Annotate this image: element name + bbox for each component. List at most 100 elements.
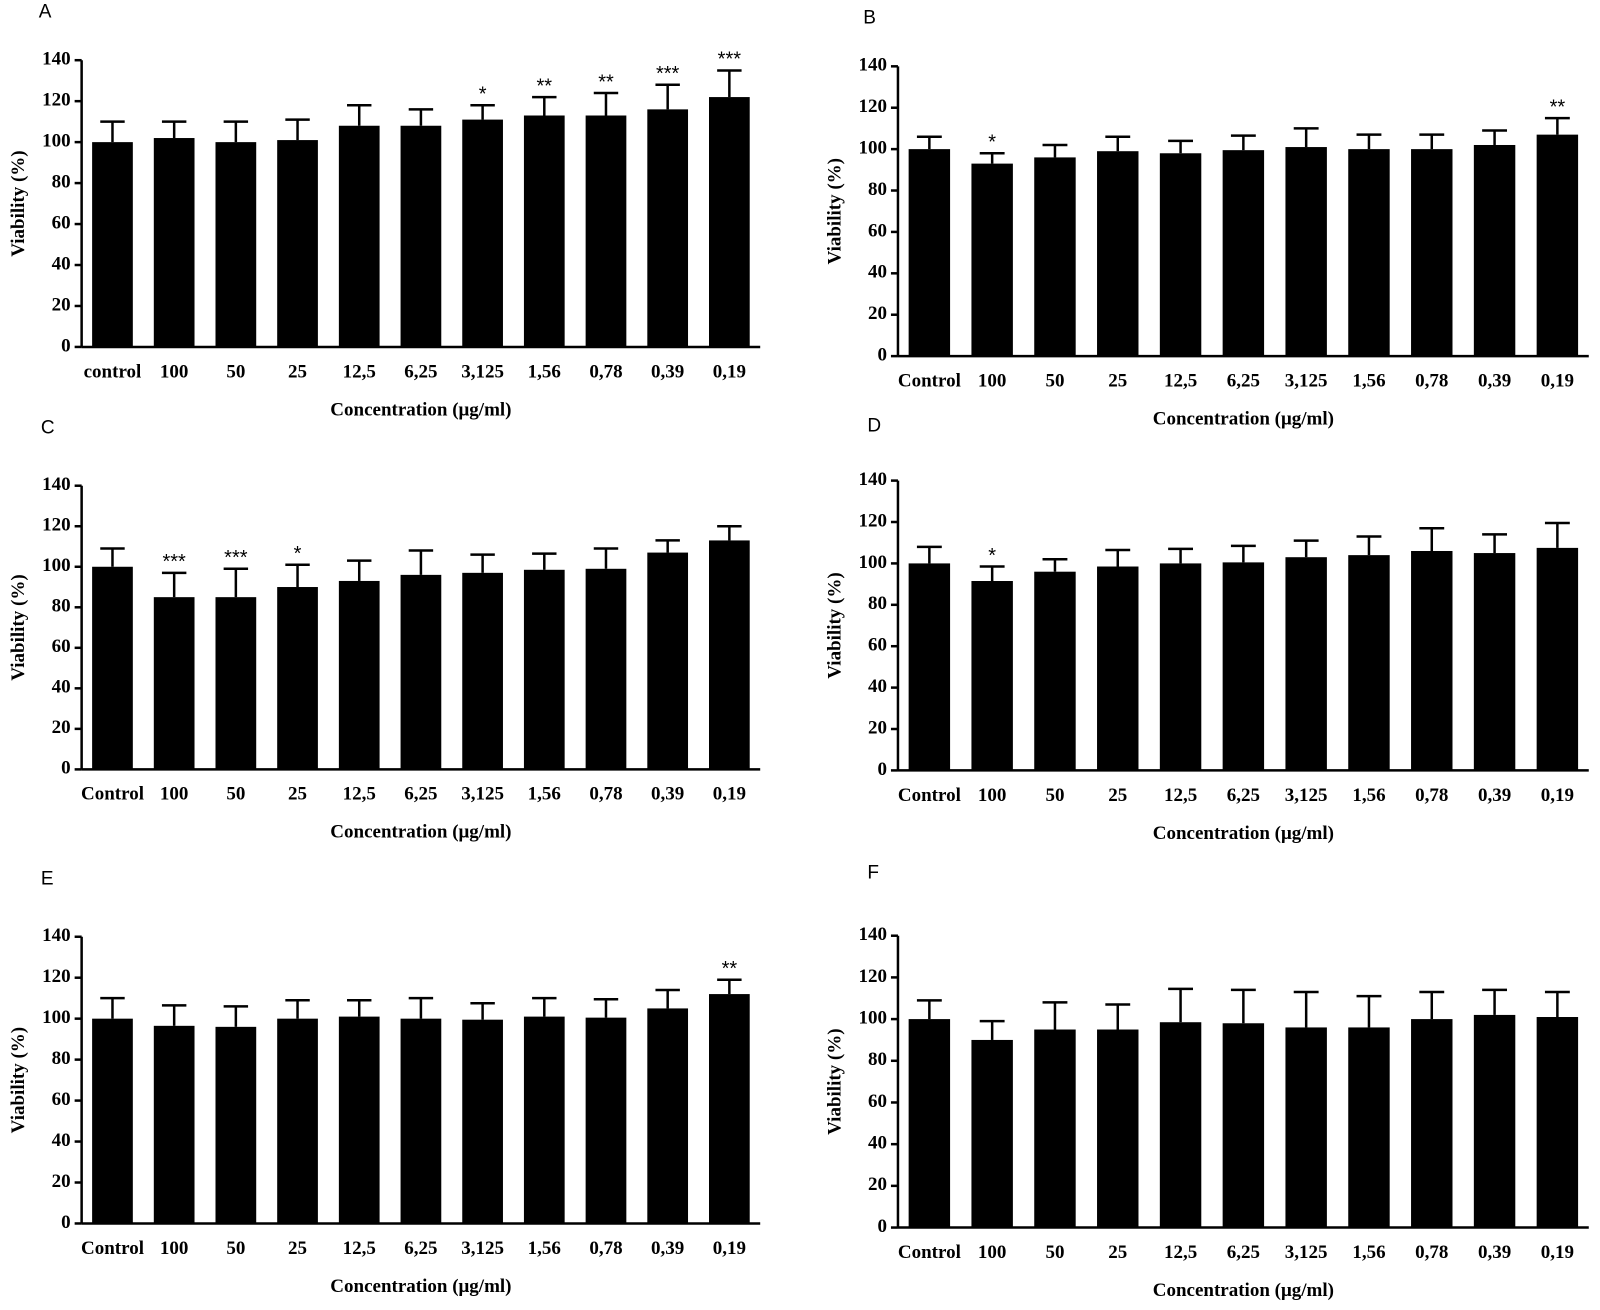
x-tick-label: 0,39 <box>1478 1242 1511 1263</box>
bar <box>338 125 380 347</box>
bar <box>1159 1022 1202 1228</box>
x-tick-label: 0,19 <box>713 361 746 382</box>
bar <box>1473 144 1516 357</box>
bar <box>1034 157 1076 357</box>
y-tick-label: 140 <box>858 55 887 76</box>
x-tick-label: 3,125 <box>1285 1242 1328 1263</box>
x-tick-label: 100 <box>160 1238 189 1259</box>
x-tick-label: control <box>84 361 142 382</box>
x-tick-label: 1,56 <box>528 1238 561 1259</box>
y-tick-label: 20 <box>52 1171 71 1192</box>
x-tick-label: 6,25 <box>1227 370 1260 391</box>
x-tick-label: 100 <box>978 785 1007 806</box>
bar <box>277 587 318 770</box>
x-tick-label: 50 <box>1045 1242 1064 1263</box>
significance-label: * <box>988 545 996 567</box>
significance-label: *** <box>224 547 248 569</box>
bar <box>153 597 195 770</box>
y-tick-label: 40 <box>868 1133 887 1154</box>
y-axis-label: Viability (%) <box>8 150 29 256</box>
y-tick-label: 60 <box>868 1091 887 1112</box>
x-axis-label: Concentration (μg/ml) <box>330 1276 511 1297</box>
y-tick-label: 0 <box>877 1216 887 1237</box>
x-tick-label: 1,56 <box>1352 370 1385 391</box>
bar <box>1097 151 1139 357</box>
x-tick-label: 0,19 <box>713 1238 746 1259</box>
bar <box>1285 557 1327 771</box>
significance-label: *** <box>718 49 742 71</box>
y-axis-label: Viability (%) <box>824 572 845 678</box>
y-tick-label: 60 <box>52 212 71 233</box>
y-tick-label: 120 <box>42 90 71 111</box>
x-tick-label: 3,125 <box>461 784 504 805</box>
x-tick-label: 12,5 <box>343 1238 376 1259</box>
y-tick-label: 20 <box>52 717 71 738</box>
x-tick-label: 0,19 <box>1541 785 1574 806</box>
bar <box>908 149 951 357</box>
x-tick-label: 1,56 <box>528 784 561 805</box>
bar <box>971 163 1013 357</box>
panel-label: D <box>867 416 881 437</box>
bar <box>338 580 380 770</box>
x-tick-label: 0,39 <box>651 1238 684 1259</box>
bar <box>400 574 442 770</box>
bar <box>215 1026 257 1224</box>
bar <box>462 572 503 770</box>
x-tick-label: 0,19 <box>713 784 746 805</box>
bar <box>709 540 750 770</box>
y-tick-label: 100 <box>42 1007 71 1028</box>
significance-label: ** <box>722 958 738 980</box>
bar <box>462 1019 503 1224</box>
y-tick-label: 40 <box>52 677 71 698</box>
x-tick-label: 25 <box>288 361 307 382</box>
bar <box>1034 1029 1076 1228</box>
bar <box>709 97 750 347</box>
y-tick-label: 0 <box>61 1212 71 1233</box>
x-tick-label: 0,78 <box>589 1238 622 1259</box>
x-tick-label: 0,39 <box>1478 370 1511 391</box>
x-tick-label: 50 <box>226 784 245 805</box>
y-tick-label: 60 <box>868 635 887 656</box>
bar <box>585 1017 627 1224</box>
x-tick-label: Control <box>898 370 961 391</box>
y-tick-label: 20 <box>868 717 887 738</box>
y-tick-label: 80 <box>868 179 887 200</box>
x-axis-label: Concentration (μg/ml) <box>330 399 511 420</box>
x-tick-label: 3,125 <box>1285 370 1328 391</box>
x-axis-label: Concentration (μg/ml) <box>1153 823 1334 844</box>
y-tick-label: 80 <box>868 593 887 614</box>
significance-label: * <box>479 84 487 106</box>
bar <box>1097 566 1139 771</box>
bar <box>647 1008 689 1224</box>
x-tick-label: Control <box>81 1238 144 1259</box>
y-tick-label: 40 <box>868 262 887 283</box>
panel-label: A <box>39 1 52 22</box>
bar <box>1348 149 1390 357</box>
x-tick-label: 6,25 <box>1227 785 1260 806</box>
bar <box>215 597 257 770</box>
bar <box>1348 1027 1390 1228</box>
x-tick-label: 0,78 <box>589 361 622 382</box>
x-tick-label: 3,125 <box>1285 785 1328 806</box>
x-tick-label: 50 <box>226 1238 245 1259</box>
y-tick-label: 120 <box>858 510 887 531</box>
x-tick-label: 6,25 <box>1227 1242 1260 1263</box>
y-tick-label: 80 <box>868 1049 887 1070</box>
significance-label: ** <box>598 71 614 93</box>
y-tick-label: 140 <box>42 474 71 495</box>
bar <box>523 1016 565 1224</box>
bar <box>585 115 627 347</box>
x-tick-label: 50 <box>1045 370 1064 391</box>
y-tick-label: 60 <box>52 1089 71 1110</box>
bar <box>1348 555 1390 771</box>
x-tick-label: Control <box>81 784 144 805</box>
x-tick-label: Control <box>898 785 961 806</box>
x-tick-label: 0,78 <box>1415 370 1448 391</box>
x-tick-label: 0,78 <box>589 784 622 805</box>
x-axis-label: Concentration (μg/ml) <box>330 822 511 843</box>
y-tick-label: 0 <box>61 758 71 779</box>
bar <box>153 138 195 347</box>
y-tick-label: 100 <box>42 130 71 151</box>
y-tick-label: 120 <box>858 966 887 987</box>
y-tick-label: 60 <box>52 636 71 657</box>
